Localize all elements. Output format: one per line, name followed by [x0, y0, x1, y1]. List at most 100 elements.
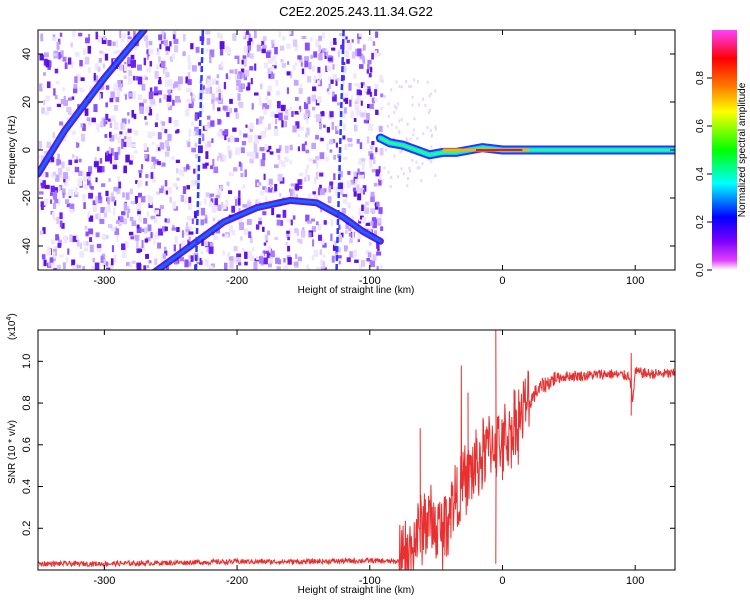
spectrogram-noise-cell: [237, 74, 241, 79]
spectrogram-noise-cell: [343, 156, 348, 161]
snr-xtick-label: 100: [626, 575, 644, 587]
spectrogram-noise-cell: [237, 197, 241, 206]
spectrogram-noise-cell: [297, 185, 303, 189]
spectrogram-noise-cell: [139, 248, 143, 253]
spectrogram-noise-cell: [56, 264, 61, 270]
spectrogram-noise-cell: [295, 121, 300, 129]
spectrogram-noise-cell: [52, 37, 57, 41]
spectrogram-noise-cell: [267, 123, 271, 130]
spectrogram-noise-cell: [200, 250, 203, 255]
spectrogram-noise-cell: [126, 136, 132, 142]
spectrogram-noise-cell: [214, 198, 218, 206]
spectrogram-noise-cell: [266, 252, 270, 259]
spectrogram-noise-cell: [153, 232, 157, 238]
spectrogram-noise-cell: [65, 199, 69, 204]
spectrogram-noise-cell: [418, 166, 421, 170]
spectrogram-noise-cell: [128, 231, 134, 236]
spectrogram-noise-cell: [116, 90, 121, 97]
spectrogram-noise-cell: [177, 76, 183, 85]
spectrogram-noise-cell: [319, 249, 322, 256]
spectrogram-noise-cell: [241, 83, 245, 89]
spectrogram-noise-cell: [44, 172, 49, 178]
spectrogram-noise-cell: [297, 238, 301, 243]
spectrogram-noise-cell: [97, 166, 102, 173]
spectrogram-noise-cell: [348, 82, 352, 91]
spectrogram-noise-cell: [217, 204, 222, 212]
spectrogram-noise-cell: [116, 164, 119, 169]
spectrogram-noise-cell: [267, 245, 272, 254]
spectrogram-noise-cell: [145, 173, 149, 179]
spectrogram-noise-cell: [383, 95, 386, 99]
spectrogram-noise-cell: [113, 122, 119, 130]
spectrogram-noise-cell: [67, 248, 70, 255]
spectrogram-noise-cell: [307, 193, 312, 198]
spectrogram-noise-cell: [93, 72, 96, 81]
spectrogram-noise-cell: [122, 33, 126, 39]
spectrogram-noise-cell: [282, 209, 287, 218]
spectrogram-noise-cell: [352, 231, 355, 239]
spectrogram-noise-cell: [78, 32, 83, 37]
spectrogram-vertical-streak: [194, 30, 205, 270]
spectrogram-noise-cell: [274, 61, 277, 69]
spectrogram-noise-cell: [164, 218, 167, 223]
snr-ylabel: SNR (10 * v/v): [7, 420, 18, 484]
spectrogram-noise-cell: [159, 188, 164, 194]
spectrogram-noise-cell: [56, 236, 59, 241]
spectrogram-noise-cell: [341, 112, 346, 118]
spectrogram-noise-cell: [190, 92, 193, 96]
spectrogram-noise-cell: [159, 142, 165, 150]
spectrogram-noise-cell: [213, 166, 219, 174]
spectrogram-noise-cell: [380, 106, 383, 110]
colorbar-tick-label: 0.2: [695, 215, 706, 229]
spectrogram-noise-cell: [317, 224, 322, 231]
spectrogram-noise-cell: [147, 131, 152, 139]
spectrogram-noise-cell: [334, 240, 337, 247]
spectrogram-noise-cell: [68, 188, 74, 197]
spectrogram-noise-cell: [73, 84, 78, 91]
spectrogram-noise-cell: [191, 99, 194, 107]
spectrogram-noise-cell: [88, 177, 91, 181]
spectrogram-noise-cell: [393, 154, 396, 158]
spectrogram-noise-cell: [311, 94, 317, 102]
spectrogram-noise-cell: [127, 31, 130, 36]
spectrogram-noise-cell: [289, 144, 293, 151]
spectrogram-noise-cell: [176, 168, 179, 174]
spectrogram-noise-cell: [169, 56, 174, 63]
spectrogram-noise-cell: [305, 107, 309, 112]
spectrogram-noise-cell: [246, 219, 252, 225]
spectrogram-noise-cell: [173, 261, 178, 265]
spectrogram-noise-cell: [412, 128, 415, 132]
spectrogram-noise-cell: [223, 262, 228, 270]
spectrogram-noise-cell: [434, 173, 437, 177]
spectrogram-noise-cell: [105, 85, 110, 90]
spectrogram-noise-cell: [58, 186, 61, 192]
spectrogram-noise-cell: [313, 75, 317, 83]
spectrogram-noise-cell: [191, 65, 197, 72]
spectrogram-noise-cell: [62, 262, 66, 270]
spectrogram-noise-cell: [207, 141, 212, 148]
spectrogram-noise-cell: [206, 115, 211, 120]
spectrogram-noise-cell: [332, 94, 337, 102]
spectrogram-noise-cell: [367, 59, 372, 65]
spectrogram-noise-cell: [54, 198, 59, 204]
spectrogram-noise-cell: [127, 112, 130, 116]
spectrogram-noise-cell: [116, 187, 121, 195]
spectrogram-noise-cell: [209, 243, 214, 248]
spectrogram-noise-cell: [305, 214, 310, 222]
spectrogram-noise-cell: [49, 199, 53, 204]
spectrogram-noise-cell: [307, 96, 311, 105]
spectrogram-noise-cell: [126, 39, 132, 43]
spectrogram-noise-cell: [192, 94, 197, 99]
spectrogram-noise-cell: [224, 233, 229, 238]
spectrogram-noise-cell: [107, 118, 112, 122]
spectrogram-noise-cell: [237, 93, 241, 101]
spectrogram-noise-cell: [163, 246, 167, 250]
spectrogram-noise-cell: [53, 88, 56, 96]
spectrogram-noise-cell: [270, 66, 275, 71]
spectrogram-noise-cell: [332, 74, 338, 80]
spectrogram-noise-cell: [402, 172, 405, 176]
spectrogram-noise-cell: [430, 134, 433, 138]
spectrogram-noise-cell: [77, 103, 80, 110]
spectrogram-noise-cell: [96, 146, 100, 151]
spectrogram-noise-cell: [190, 121, 194, 126]
